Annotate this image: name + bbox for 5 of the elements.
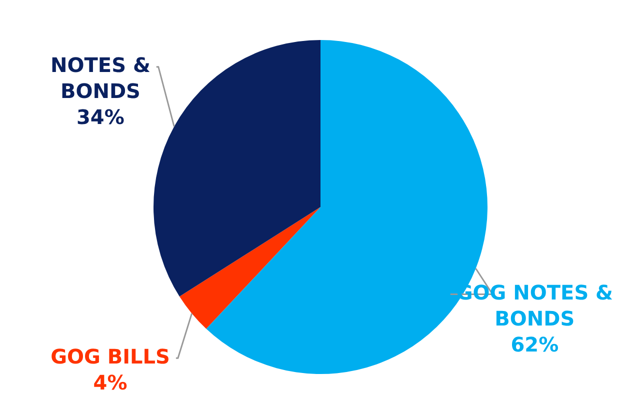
data-label: 4% bbox=[93, 370, 128, 394]
slice-label: NOTES & BONDS bbox=[50, 53, 150, 104]
slice-label: GOG BILLS bbox=[50, 344, 170, 368]
data-label: 62% bbox=[510, 332, 559, 356]
data-label: 34% bbox=[76, 105, 124, 130]
